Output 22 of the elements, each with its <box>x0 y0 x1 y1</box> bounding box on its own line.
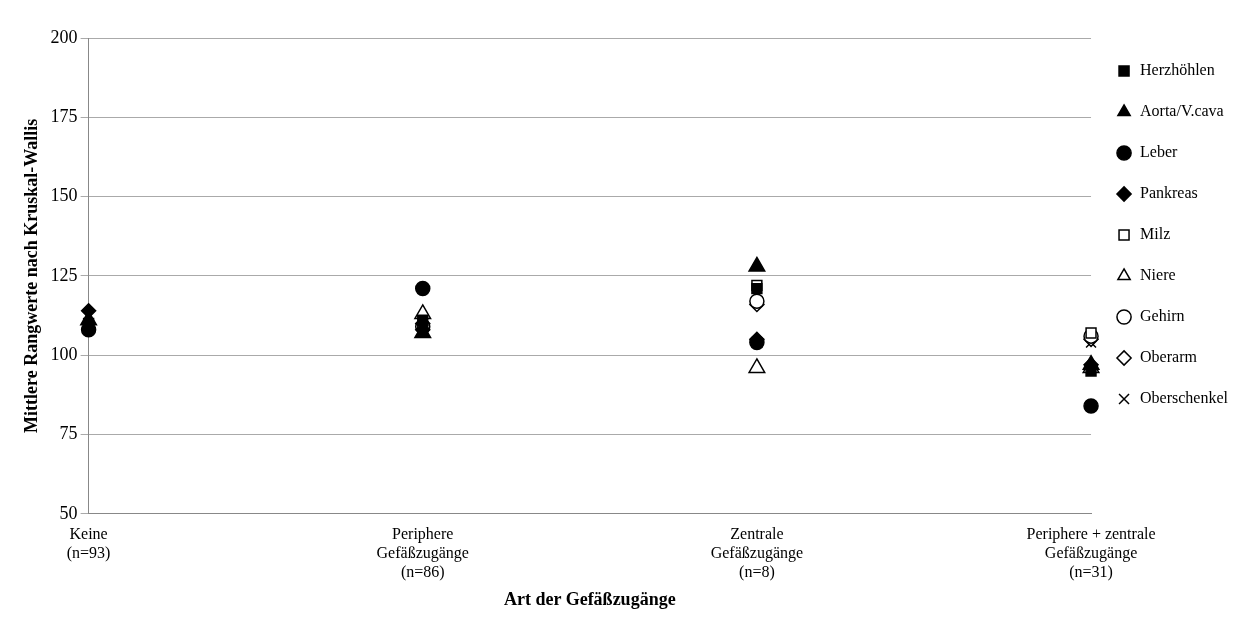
legend-label: Oberarm <box>1140 348 1198 366</box>
y-tick-label: 50 <box>59 502 78 523</box>
x-tick-label: Keine (n=93) <box>66 524 111 562</box>
y-tick-label: 125 <box>50 264 78 285</box>
y-tick-label: 75 <box>59 423 78 444</box>
x-tick-label: Periphere + zentrale Gefäßzugänge (n=31) <box>1026 524 1156 581</box>
legend-label: Herzhöhlen <box>1140 61 1215 79</box>
legend-label: Milz <box>1140 225 1171 243</box>
legend-label: Aorta/V.cava <box>1140 102 1224 120</box>
y-tick-label: 200 <box>50 26 78 47</box>
x-tick-label: Zentrale Gefäßzugänge (n=8) <box>710 524 804 581</box>
x-tick-label: Periphere Gefäßzugänge (n=86) <box>376 524 469 581</box>
y-tick-label: 150 <box>50 185 78 206</box>
x-axis-title: Art der Gefäßzugänge <box>503 588 676 609</box>
legend-label: Niere <box>1140 266 1176 284</box>
y-tick-label: 175 <box>50 106 78 127</box>
legend-label: Pankreas <box>1140 184 1198 202</box>
y-axis-title: Mittlere Rangwerte nach Kruskal-Wallis <box>21 118 42 433</box>
y-tick-label: 100 <box>50 343 78 364</box>
legend-label: Leber <box>1140 143 1179 161</box>
legend-label: Gehirn <box>1140 307 1185 325</box>
legend-label: Oberschenkel <box>1140 389 1229 407</box>
